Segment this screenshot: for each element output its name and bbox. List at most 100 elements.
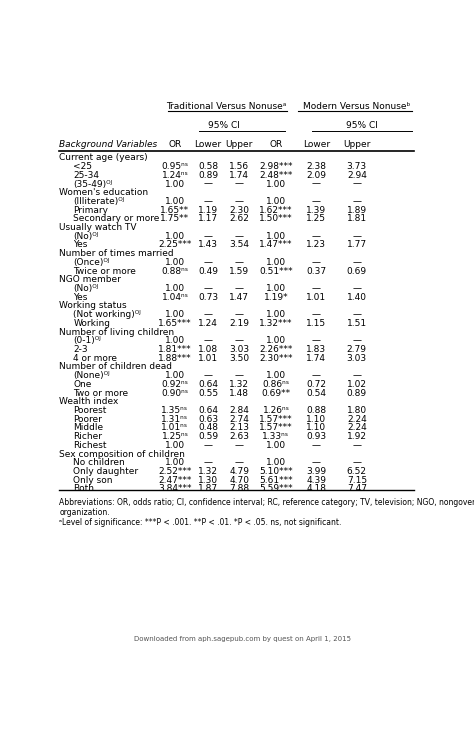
Text: 1.01: 1.01 (306, 293, 327, 301)
Text: Upper: Upper (226, 140, 253, 149)
Text: 1.57***: 1.57*** (259, 423, 293, 432)
Text: 3.03: 3.03 (347, 354, 367, 363)
Text: 0.69**: 0.69** (262, 388, 291, 398)
Text: —: — (235, 232, 244, 241)
Text: (35-49)ᴼᴶ: (35-49)ᴼᴶ (73, 180, 112, 188)
Text: —: — (235, 371, 244, 380)
Text: 0.59: 0.59 (198, 432, 218, 441)
Text: —: — (352, 337, 361, 345)
Text: 1.65***: 1.65*** (158, 319, 192, 328)
Text: 2.48***: 2.48*** (259, 171, 292, 180)
Text: —: — (203, 197, 212, 206)
Text: 1.43: 1.43 (198, 240, 218, 250)
Text: Working status: Working status (59, 301, 127, 310)
Text: 1.83: 1.83 (306, 345, 327, 354)
Text: 1.02: 1.02 (347, 380, 367, 389)
Text: 2.74: 2.74 (229, 415, 249, 423)
Text: Abbreviations: OR, odds ratio; CI, confidence interval; RC, reference category; : Abbreviations: OR, odds ratio; CI, confi… (59, 498, 474, 518)
Text: —: — (203, 371, 212, 380)
Text: (Not working)ᴼᴶ: (Not working)ᴼᴶ (73, 310, 141, 319)
Text: —: — (235, 284, 244, 293)
Text: —: — (352, 197, 361, 206)
Text: 1.00: 1.00 (165, 371, 185, 380)
Text: 1.77: 1.77 (347, 240, 367, 250)
Text: 1.00: 1.00 (266, 284, 286, 293)
Text: 0.49: 0.49 (198, 266, 218, 276)
Text: (No)ᴼᴶ: (No)ᴼᴶ (73, 232, 99, 241)
Text: 1.00: 1.00 (266, 371, 286, 380)
Text: 0.37: 0.37 (306, 266, 327, 276)
Text: —: — (352, 458, 361, 467)
Text: —: — (352, 441, 361, 450)
Text: 1.32***: 1.32*** (259, 319, 293, 328)
Text: Wealth index: Wealth index (59, 397, 118, 407)
Text: 0.51***: 0.51*** (259, 266, 293, 276)
Text: 2.09: 2.09 (306, 171, 327, 180)
Text: 2.38: 2.38 (306, 162, 327, 171)
Text: 1.88***: 1.88*** (158, 354, 192, 363)
Text: 0.64: 0.64 (198, 406, 218, 415)
Text: Traditional Versus Nonuseᵃ: Traditional Versus Nonuseᵃ (166, 101, 287, 111)
Text: 1.39: 1.39 (306, 206, 327, 215)
Text: Lower: Lower (303, 140, 330, 149)
Text: ᵃLevel of significance: ***P < .001. **P < .01. *P < .05. ns, not significant.: ᵃLevel of significance: ***P < .001. **P… (59, 518, 342, 527)
Text: 3.54: 3.54 (229, 240, 249, 250)
Text: —: — (312, 441, 321, 450)
Text: 0.55: 0.55 (198, 388, 218, 398)
Text: Two or more: Two or more (73, 388, 128, 398)
Text: 2.30***: 2.30*** (259, 354, 293, 363)
Text: 1.08: 1.08 (198, 345, 218, 354)
Text: 1.92: 1.92 (347, 432, 367, 441)
Text: 1.00: 1.00 (165, 458, 185, 467)
Text: Downloaded from aph.sagepub.com by quest on April 1, 2015: Downloaded from aph.sagepub.com by quest… (135, 637, 351, 642)
Text: 2.26***: 2.26*** (259, 345, 292, 354)
Text: 1.80: 1.80 (347, 406, 367, 415)
Text: —: — (352, 371, 361, 380)
Text: —: — (203, 310, 212, 319)
Text: Working: Working (73, 319, 110, 328)
Text: 1.51: 1.51 (347, 319, 367, 328)
Text: 25-34: 25-34 (73, 171, 99, 180)
Text: 1.00: 1.00 (165, 284, 185, 293)
Text: 1.74: 1.74 (229, 171, 249, 180)
Text: 1.59: 1.59 (229, 266, 249, 276)
Text: —: — (312, 180, 321, 188)
Text: 1.33ⁿˢ: 1.33ⁿˢ (263, 432, 290, 441)
Text: —: — (203, 284, 212, 293)
Text: 2.79: 2.79 (347, 345, 367, 354)
Text: 0.72: 0.72 (306, 380, 327, 389)
Text: Usually watch TV: Usually watch TV (59, 223, 137, 232)
Text: —: — (352, 258, 361, 267)
Text: 1.00: 1.00 (165, 180, 185, 188)
Text: Background Variables: Background Variables (59, 140, 157, 149)
Text: 1.01: 1.01 (198, 354, 218, 363)
Text: Richest: Richest (73, 441, 107, 450)
Text: 1.17: 1.17 (198, 215, 218, 223)
Text: 0.48: 0.48 (198, 423, 218, 432)
Text: 0.93: 0.93 (306, 432, 327, 441)
Text: Women's education: Women's education (59, 188, 148, 197)
Text: 0.58: 0.58 (198, 162, 218, 171)
Text: —: — (312, 258, 321, 267)
Text: —: — (352, 180, 361, 188)
Text: 2.19: 2.19 (229, 319, 249, 328)
Text: 2.24: 2.24 (347, 423, 367, 432)
Text: 1.32: 1.32 (198, 467, 218, 476)
Text: 3.84***: 3.84*** (158, 485, 191, 493)
Text: 1.32: 1.32 (229, 380, 249, 389)
Text: Poorest: Poorest (73, 406, 107, 415)
Text: 4.79: 4.79 (229, 467, 249, 476)
Text: 2.63: 2.63 (229, 432, 249, 441)
Text: —: — (203, 337, 212, 345)
Text: 2.94: 2.94 (347, 171, 367, 180)
Text: 1.00: 1.00 (266, 258, 286, 267)
Text: —: — (312, 284, 321, 293)
Text: (No)ᴼᴶ: (No)ᴼᴶ (73, 284, 99, 293)
Text: (0-1)ᴼᴶ: (0-1)ᴼᴶ (73, 337, 101, 345)
Text: 1.89: 1.89 (347, 206, 367, 215)
Text: —: — (235, 441, 244, 450)
Text: 1.74: 1.74 (306, 354, 327, 363)
Text: —: — (235, 180, 244, 188)
Text: <25: <25 (73, 162, 92, 171)
Text: —: — (235, 258, 244, 267)
